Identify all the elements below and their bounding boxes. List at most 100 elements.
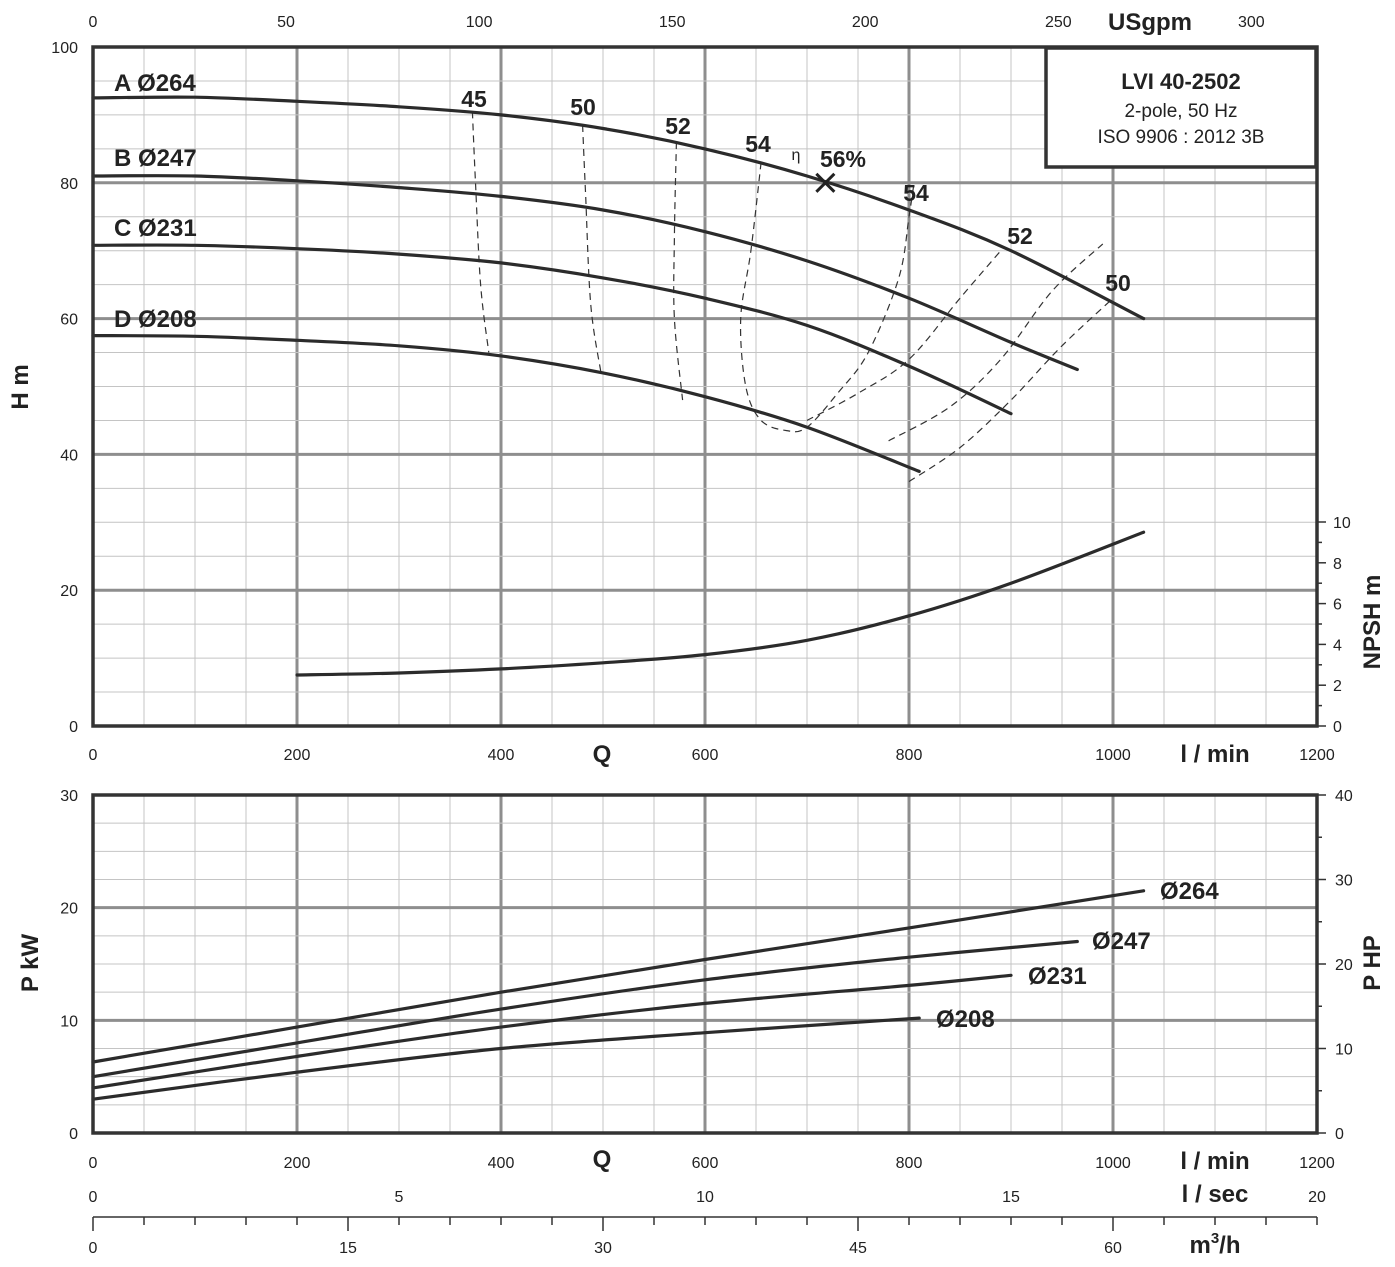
m3h-tick-label: 60	[1104, 1240, 1122, 1257]
head-curve-a	[91, 95, 1146, 321]
lsec-tick-label: 20	[1308, 1189, 1326, 1206]
efficiency-contour-50	[908, 297, 1114, 483]
efficiency-label-5: 52	[1007, 223, 1033, 249]
head-x-tick-label: 1000	[1095, 747, 1131, 764]
efficiency-contour-54	[739, 162, 915, 433]
power-x-tick-label: 200	[284, 1155, 311, 1172]
power-hp-tick-label: 30	[1335, 873, 1353, 890]
eta-symbol: η	[792, 147, 801, 164]
lsec-axis-title: l / sec	[1182, 1181, 1249, 1208]
npsh-y-tick-label: 0	[1333, 719, 1342, 736]
head-y-tick-label: 0	[69, 719, 78, 736]
power-kw-tick-label: 10	[60, 1013, 78, 1030]
npsh-y-tick-label: 6	[1333, 597, 1342, 614]
info-model: LVI 40-2502	[1121, 69, 1240, 94]
head-x-tick-label: 800	[896, 747, 923, 764]
power-kw-axis-title: P kW	[17, 934, 44, 993]
efficiency-label-1: 50	[570, 94, 596, 120]
head-x-tick-label: 200	[284, 747, 311, 764]
power-x-tick-label: 600	[692, 1155, 719, 1172]
lsec-tick-label: 15	[1002, 1189, 1020, 1206]
head-curve-label-d: D Ø208	[114, 306, 197, 333]
head-y-tick-label: 100	[51, 40, 78, 57]
head-x-tick-label: 600	[692, 747, 719, 764]
frame-layer	[91, 45, 1326, 1231]
npsh-y-tick-label: 2	[1333, 678, 1342, 695]
m3h-tick-label: 45	[849, 1240, 867, 1257]
power-kw-tick-label: 30	[60, 788, 78, 805]
power-hp-axis-title: P HP	[1359, 935, 1386, 991]
power-lmin-label: l / min	[1180, 1148, 1249, 1175]
power-x-tick-label: 1000	[1095, 1155, 1131, 1172]
info-line3: ISO 9906 : 2012 3B	[1098, 127, 1265, 148]
lsec-tick-label: 10	[696, 1189, 714, 1206]
labels-layer: LVI 40-2502 2-pole, 50 Hz ISO 9906 : 2012 …	[7, 9, 1386, 1259]
power-curve-label-c: Ø231	[1028, 963, 1087, 990]
efficiency-contour-50	[582, 125, 602, 373]
head-q-label: Q	[593, 741, 612, 768]
head-panel-frame	[91, 45, 1319, 728]
power-curve-label-d: Ø208	[936, 1006, 995, 1033]
power-curve-label-b: Ø247	[1092, 928, 1151, 955]
npsh-curve	[295, 530, 1146, 677]
power-curve-c	[91, 973, 1013, 1090]
m3h-axis-title: m3/h	[1189, 1230, 1240, 1259]
power-kw-tick-label: 0	[69, 1126, 78, 1143]
info-line2: 2-pole, 50 Hz	[1124, 101, 1237, 122]
efficiency-label-0: 45	[461, 86, 487, 112]
power-hp-tick-label: 20	[1335, 957, 1353, 974]
head-curve-d	[91, 334, 921, 473]
lsec-tick-label: 0	[89, 1189, 98, 1206]
efficiency-label-2: 52	[665, 113, 691, 139]
npsh-axis-title: NPSH m	[1359, 575, 1386, 670]
power-hp-tick-label: 10	[1335, 1042, 1353, 1059]
efficiency-label-3: 54	[745, 131, 771, 157]
power-hp-tick-label: 0	[1335, 1126, 1344, 1143]
power-curve-label-a: Ø264	[1160, 878, 1219, 905]
efficiency-contour-45	[471, 111, 490, 353]
power-curve-a	[91, 889, 1146, 1064]
power-q-label: Q	[593, 1146, 612, 1173]
power-x-tick-label: 400	[488, 1155, 515, 1172]
head-curve-label-c: C Ø231	[114, 215, 197, 242]
efficiency-label-4: 54	[903, 180, 929, 206]
usgpm-tick-label: 50	[277, 14, 295, 31]
usgpm-tick-label: 0	[89, 14, 98, 31]
head-y-tick-label: 80	[60, 176, 78, 193]
usgpm-tick-label: 300	[1238, 14, 1265, 31]
bep-label: 56%	[820, 146, 866, 172]
m3h-tick-label: 30	[594, 1240, 612, 1257]
npsh-y-tick-label: 8	[1333, 556, 1342, 573]
head-x-tick-label: 0	[89, 747, 98, 764]
m3h-tick-label: 0	[89, 1240, 98, 1257]
efficiency-contour-52	[888, 243, 1104, 442]
head-curve-b	[91, 174, 1079, 372]
power-x-tick-label: 1200	[1299, 1155, 1335, 1172]
head-y-tick-label: 40	[60, 447, 78, 464]
bep-marker	[815, 172, 836, 193]
usgpm-tick-label: 200	[852, 14, 879, 31]
power-hp-tick-label: 40	[1335, 788, 1353, 805]
info-box	[1044, 46, 1318, 169]
power-curve-b	[91, 939, 1079, 1079]
power-x-tick-label: 0	[89, 1155, 98, 1172]
head-y-tick-label: 20	[60, 583, 78, 600]
m3h-tick-label: 15	[339, 1240, 357, 1257]
head-axis-title: H m	[7, 364, 34, 409]
head-y-tick-label: 60	[60, 312, 78, 329]
efficiency-contour-54	[806, 250, 1002, 421]
power-x-tick-label: 800	[896, 1155, 923, 1172]
head-lmin-label: l / min	[1180, 741, 1249, 768]
usgpm-tick-label: 100	[466, 14, 493, 31]
npsh-y-tick-label: 10	[1333, 515, 1351, 532]
lsec-tick-label: 5	[395, 1189, 404, 1206]
head-curve-label-a: A Ø264	[114, 70, 196, 97]
npsh-y-tick-label: 4	[1333, 637, 1342, 654]
head-x-tick-label: 1200	[1299, 747, 1335, 764]
head-curve-c	[91, 243, 1013, 416]
power-curve-d	[91, 1016, 921, 1101]
usgpm-axis-title: USgpm	[1108, 9, 1192, 36]
efficiency-contour-52	[673, 142, 684, 401]
usgpm-tick-label: 250	[1045, 14, 1072, 31]
